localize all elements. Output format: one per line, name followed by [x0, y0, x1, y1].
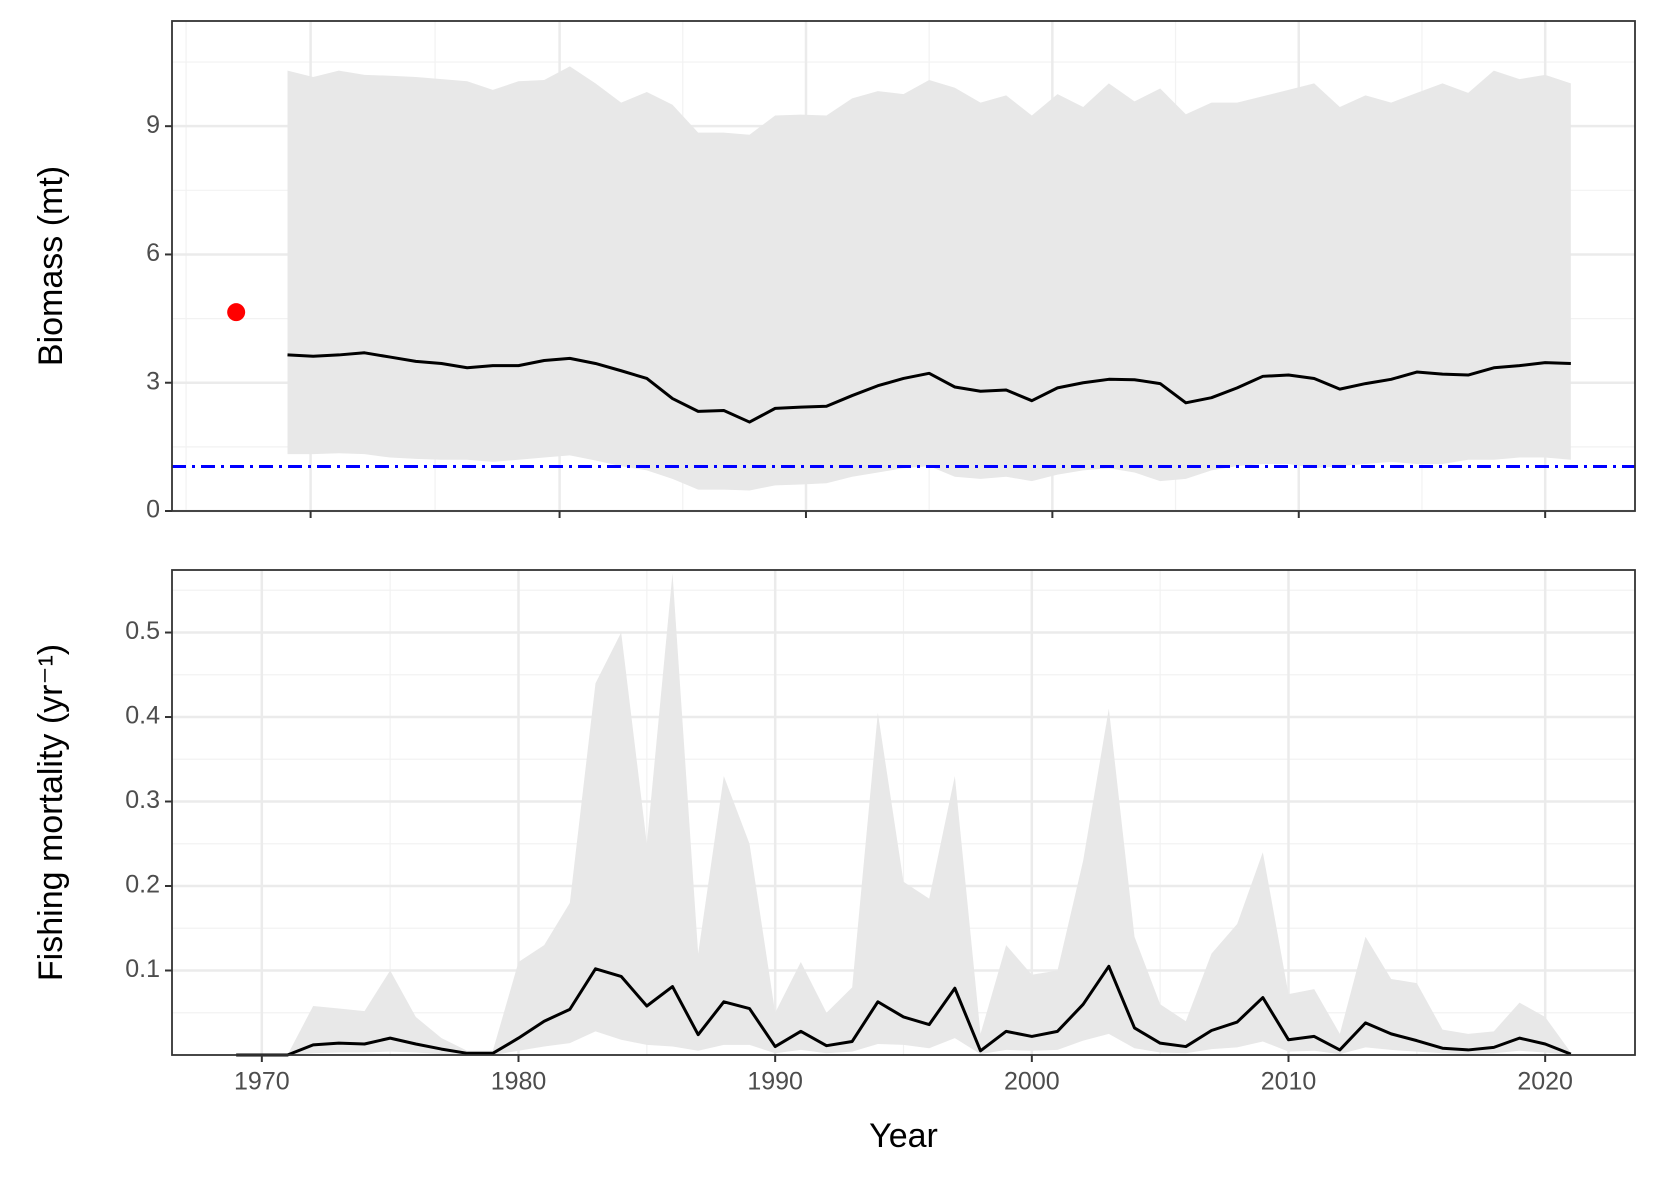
point	[227, 303, 246, 322]
x-axis-title: Year	[869, 1117, 938, 1155]
y-axis-title: Biomass (mt)	[32, 166, 70, 366]
y-tick-label: 0.5	[125, 617, 160, 645]
line	[287, 351, 1571, 424]
y-axis-title: Fishing mortality (yr⁻¹)	[32, 644, 70, 981]
x-tick-label: 2010	[1261, 1068, 1317, 1096]
x-tick-label: 1990	[747, 1068, 803, 1096]
y-tick-label: 0.4	[125, 702, 160, 730]
x-tick-label: 1970	[234, 1068, 290, 1096]
x-tick-label: 2020	[1517, 1068, 1573, 1096]
panel-border	[171, 20, 1636, 512]
y-tick-label: 0	[146, 496, 160, 524]
confidence-band	[236, 573, 1571, 1055]
y-tick-label: 0.3	[125, 786, 160, 814]
y-tick-label: 0.2	[125, 871, 160, 899]
y-tick-label: 0.1	[125, 955, 160, 983]
panel-border	[171, 569, 1636, 1056]
y-tick-label: 9	[146, 111, 160, 139]
x-tick-label: 1980	[491, 1068, 547, 1096]
line	[236, 964, 1572, 1057]
confidence-band	[287, 66, 1571, 491]
y-tick-label: 3	[146, 367, 160, 395]
y-tick-label: 6	[146, 239, 160, 267]
x-tick-label: 2000	[1004, 1068, 1060, 1096]
